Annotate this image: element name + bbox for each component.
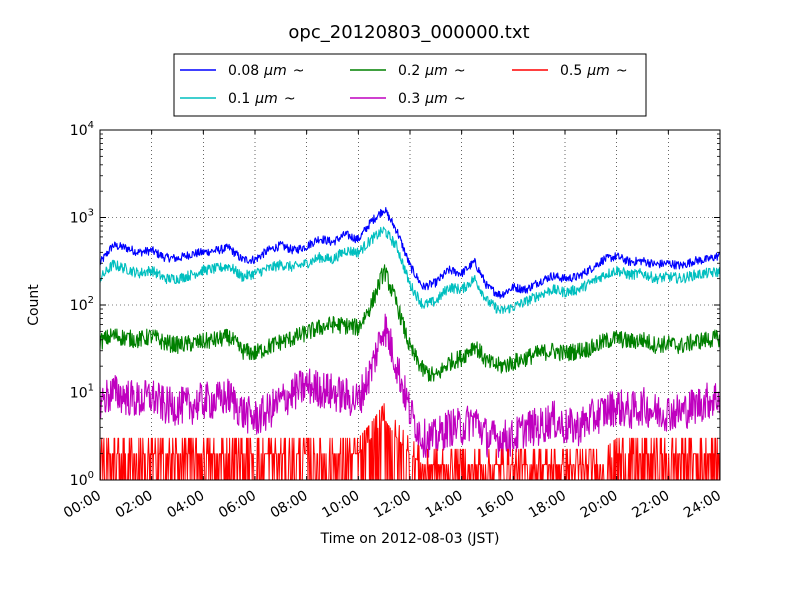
x-tick-label: 02:00 xyxy=(113,488,156,522)
legend-label-0: 0.08 μm ~ xyxy=(228,63,304,79)
y-tick-label: 104 xyxy=(70,120,94,139)
series-line-2 xyxy=(99,264,721,382)
y-tick-base: 10 xyxy=(70,386,88,402)
legend-tilde: ~ xyxy=(454,63,466,79)
x-tick-label: 22:00 xyxy=(629,488,672,522)
y-tick-label: 101 xyxy=(70,383,94,402)
legend-label-3: 0.3 μm ~ xyxy=(398,91,466,107)
legend: 0.08 μm ~0.1 μm ~0.2 μm ~0.3 μm ~0.5 μm ~ xyxy=(173,53,647,117)
y-tick-label: 100 xyxy=(70,470,94,489)
x-tick-label: 16:00 xyxy=(474,488,517,522)
legend-unit: μm xyxy=(424,91,448,107)
legend-tilde: ~ xyxy=(293,63,305,79)
y-tick-exp: 3 xyxy=(88,208,94,219)
y-tick-exp: 1 xyxy=(88,383,94,394)
x-tick-label: 12:00 xyxy=(371,488,414,522)
x-tick-label: 06:00 xyxy=(216,488,259,522)
legend-size: 0.5 xyxy=(560,63,582,79)
series-line-3 xyxy=(99,313,721,458)
legend-tilde: ~ xyxy=(454,91,466,107)
y-tick-exp: 2 xyxy=(88,295,94,306)
legend-size: 0.1 xyxy=(228,91,250,107)
y-axis-label: Count xyxy=(26,284,42,326)
legend-unit: μm xyxy=(586,63,610,79)
grid xyxy=(100,130,720,480)
x-tick-label: 24:00 xyxy=(681,488,724,522)
x-tick-labels: 00:00 02:00 04:00 06:00 08:00 10:00 12:00 14:00… xyxy=(61,488,724,522)
chart-title: opc_20120803_000000.txt xyxy=(288,22,529,43)
legend-tilde: ~ xyxy=(616,63,628,79)
x-tick-label: 04:00 xyxy=(164,488,207,522)
legend-frame xyxy=(173,53,647,117)
y-tick-base: 10 xyxy=(70,123,88,139)
y-tick-base: 10 xyxy=(70,298,88,314)
x-tick-label: 18:00 xyxy=(526,488,569,522)
x-tick-label: 14:00 xyxy=(423,488,466,522)
y-tick-label: 102 xyxy=(70,295,94,314)
y-tick-base: 10 xyxy=(70,211,88,227)
x-tick-label: 00:00 xyxy=(61,488,104,522)
legend-label-1: 0.1 μm ~ xyxy=(228,91,296,107)
y-tick-label: 103 xyxy=(70,208,94,227)
legend-label-2: 0.2 μm ~ xyxy=(398,63,466,79)
legend-tilde: ~ xyxy=(284,91,296,107)
legend-size: 0.2 xyxy=(398,63,420,79)
legend-unit: μm xyxy=(263,63,287,79)
y-tick-exp: 4 xyxy=(88,120,94,131)
series-line-1 xyxy=(99,226,721,314)
legend-unit: μm xyxy=(424,63,448,79)
legend-size: 0.3 xyxy=(398,91,420,107)
x-axis-label: Time on 2012-08-03 (JST) xyxy=(320,531,500,547)
series-layer xyxy=(99,207,721,481)
legend-size: 0.08 xyxy=(228,63,259,79)
y-tick-base: 10 xyxy=(70,473,88,489)
x-tick-label: 20:00 xyxy=(578,488,621,522)
y-tick-exp: 0 xyxy=(88,470,94,481)
x-tick-label: 08:00 xyxy=(268,488,311,522)
ticks xyxy=(99,129,721,481)
x-tick-label: 10:00 xyxy=(319,488,362,522)
series-line-0 xyxy=(99,207,721,299)
legend-unit: μm xyxy=(254,91,278,107)
legend-label-4: 0.5 μm ~ xyxy=(560,63,628,79)
